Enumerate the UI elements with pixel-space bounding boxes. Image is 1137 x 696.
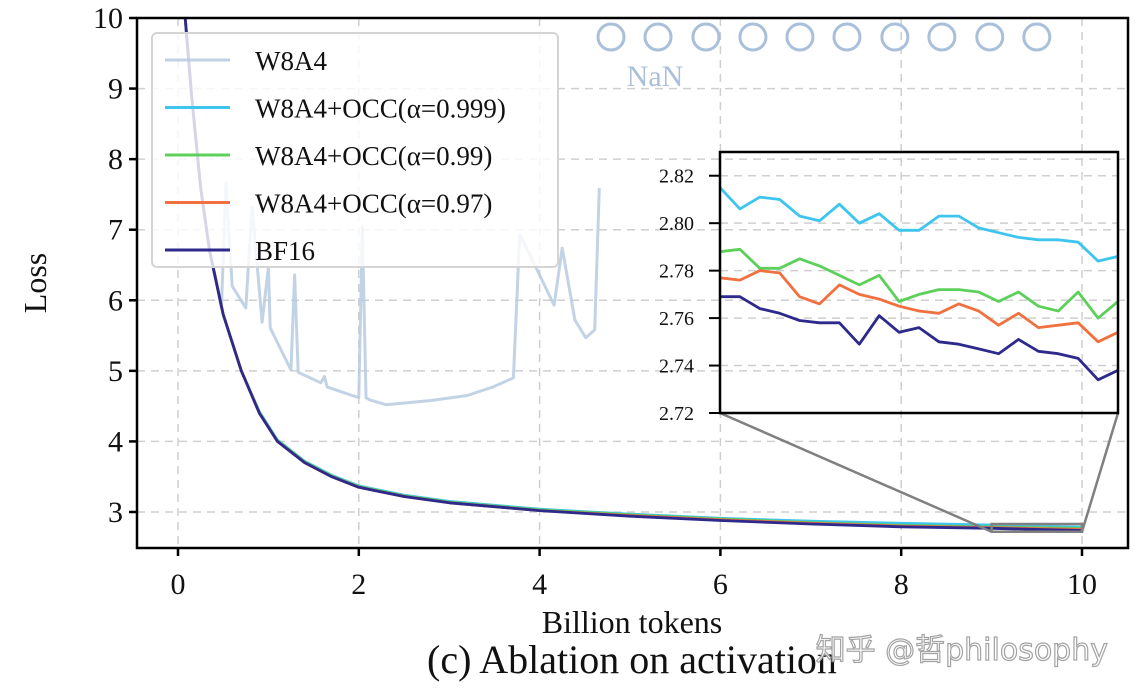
y-tick-label: 4 xyxy=(108,425,123,458)
x-tick-label: 8 xyxy=(894,568,909,601)
x-tick-label: 0 xyxy=(171,568,186,601)
inset-y-tick-label: 2.80 xyxy=(659,213,694,235)
inset-y-tick-label: 2.76 xyxy=(659,308,694,330)
y-tick-label: 3 xyxy=(108,496,123,529)
legend: W8A4 W8A4+OCC(α=0.999) W8A4+OCC(α=0.99) W8A… xyxy=(151,32,559,268)
inset-y-tick-label: 2.78 xyxy=(659,261,694,283)
nan-marker xyxy=(738,22,768,52)
x-tick-label: 6 xyxy=(713,568,728,601)
y-tick-label: 5 xyxy=(108,355,123,388)
legend-item: W8A4 xyxy=(165,46,327,76)
x-tick-label: 2 xyxy=(351,568,366,601)
inset-line-w8a4-occ-0-97- xyxy=(720,269,1118,344)
inset-y-tick-label: 2.74 xyxy=(659,356,694,378)
legend-label: W8A4+OCC(α=0.99) xyxy=(255,141,492,171)
y-tick-label: 10 xyxy=(93,2,123,35)
zoom-indicator xyxy=(719,411,1120,533)
nan-marker xyxy=(927,22,957,52)
watermark: 知乎 @哲philosophy xyxy=(816,633,1108,668)
zoom-connector-right xyxy=(1080,412,1120,533)
y-tick-label: 9 xyxy=(108,73,123,106)
main-axes: 0 2 4 6 8 10 3 4 5 6 7 8 9 10 xyxy=(93,2,1130,601)
x-tick-label: 10 xyxy=(1067,568,1097,601)
legend-item: W8A4+OCC(α=0.97) xyxy=(165,189,492,219)
nan-markers xyxy=(596,22,1052,52)
inset-chart: 2.72 2.74 2.76 2.78 2.80 2.82 xyxy=(659,150,1120,425)
legend-label: BF16 xyxy=(255,236,315,266)
legend-label: W8A4+OCC(α=0.999) xyxy=(255,94,506,124)
nan-marker xyxy=(691,22,721,52)
y-tick-label: 7 xyxy=(108,214,123,247)
nan-marker xyxy=(596,22,626,52)
legend-box xyxy=(151,32,559,268)
legend-label: W8A4+OCC(α=0.97) xyxy=(255,189,492,219)
inset-y-tick-label: 2.82 xyxy=(659,166,694,188)
nan-marker xyxy=(832,22,862,52)
legend-item: W8A4+OCC(α=0.99) xyxy=(165,141,492,171)
inset-frame xyxy=(718,150,1120,415)
y-tick-label: 6 xyxy=(108,284,123,317)
plot-frame xyxy=(135,16,1130,550)
x-tick-label: 4 xyxy=(532,568,547,601)
inset-y-tick-label: 2.72 xyxy=(659,403,694,425)
zoom-connector-left xyxy=(719,411,993,533)
inset-line-w8a4-occ-0-99- xyxy=(720,247,1118,320)
legend-item: BF16 xyxy=(165,236,315,266)
legend-item: W8A4+OCC(α=0.999) xyxy=(165,94,506,124)
y-tick-label: 8 xyxy=(108,143,123,176)
figure-caption: (c) Ablation on activation xyxy=(427,637,837,682)
inset-line-bf16 xyxy=(720,295,1118,382)
y-axis-label: Loss xyxy=(17,253,53,313)
nan-label: NaN xyxy=(627,60,684,93)
nan-marker xyxy=(975,22,1005,52)
nan-marker xyxy=(785,22,815,52)
nan-marker xyxy=(880,22,910,52)
x-axis-label: Billion tokens xyxy=(542,604,722,640)
legend-label: W8A4 xyxy=(255,46,327,76)
nan-marker xyxy=(1022,22,1052,52)
inset-line-w8a4-occ-0-999- xyxy=(720,186,1118,263)
nan-marker xyxy=(643,22,673,52)
